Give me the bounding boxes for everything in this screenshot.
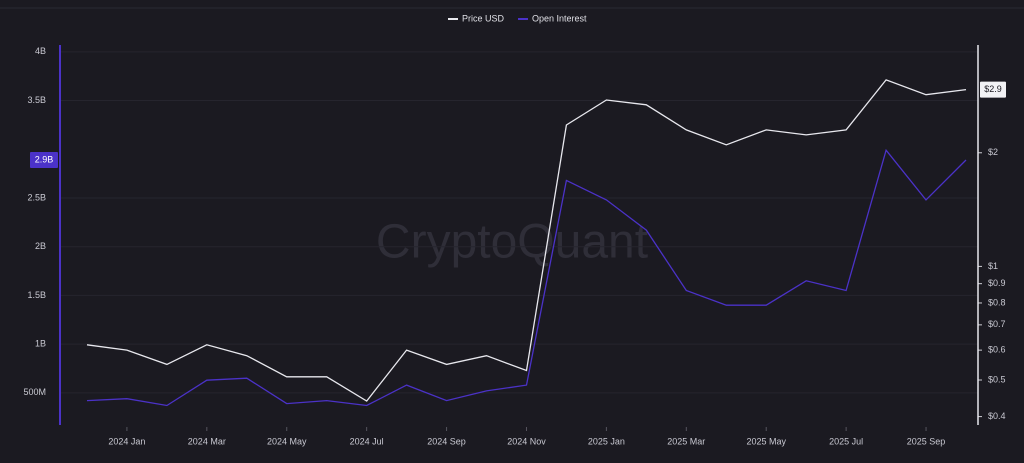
x-tick-label: 2024 Jul — [350, 436, 384, 446]
series-line — [86, 148, 967, 407]
value-badge — [980, 81, 1006, 98]
y2-tick-label: $0.4 — [988, 411, 1006, 421]
y2-tick-label: $1 — [988, 261, 998, 271]
x-tick-label: 2025 Jan — [588, 436, 625, 446]
x-tick-label: 2024 Sep — [427, 436, 466, 446]
y2-tick-label: $0.8 — [988, 297, 1006, 307]
x-tick-label: 2024 Mar — [188, 436, 226, 446]
y-tick-label: 4B — [35, 46, 46, 56]
x-tick-label: 2024 May — [267, 436, 307, 446]
x-tick-label: 2025 Mar — [667, 436, 705, 446]
y-tick-label: 2B — [35, 241, 46, 251]
x-tick-label: 2024 Nov — [507, 436, 546, 446]
x-tick-label: 2024 Jan — [108, 436, 145, 446]
watermark: CryptoQuant — [376, 216, 648, 269]
y-tick-label: 1.5B — [27, 290, 46, 300]
x-tick-label: 2025 Sep — [907, 436, 946, 446]
y-tick-label: 500M — [23, 387, 46, 397]
x-tick-label: 2025 Jul — [829, 436, 863, 446]
value-badge — [30, 151, 58, 168]
y2-tick-label: $2 — [988, 147, 998, 157]
y-tick-label: 3.5B — [27, 95, 46, 105]
value-label: $2.9 — [984, 84, 1002, 94]
legend: Price USD Open Interest — [448, 13, 587, 23]
legend-label: Open Interest — [532, 13, 587, 23]
y-tick-label: 2.5B — [27, 192, 46, 202]
legend-label: Price USD — [462, 13, 505, 23]
y2-tick-label: $0.7 — [988, 319, 1006, 329]
y2-tick-label: $0.9 — [988, 278, 1006, 288]
y-tick-label: 1B — [35, 339, 46, 349]
series-line — [86, 79, 967, 402]
value-label: 2.9B — [35, 154, 54, 164]
x-tick-label: 2025 May — [746, 436, 786, 446]
y2-tick-label: $0.5 — [988, 374, 1006, 384]
y2-tick-label: $0.6 — [988, 345, 1006, 355]
